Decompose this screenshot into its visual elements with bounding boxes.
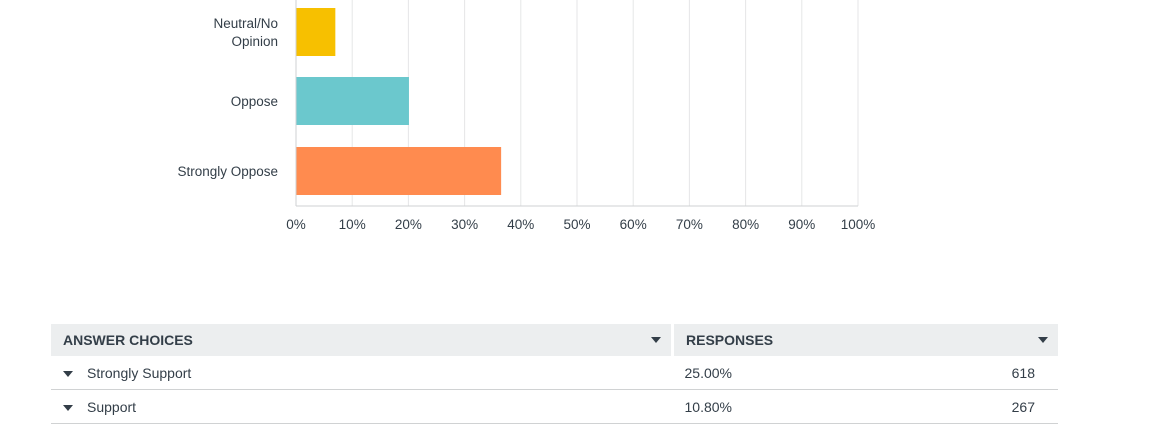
response-count: 618 <box>1011 364 1035 381</box>
sort-arrow-icon[interactable] <box>651 337 661 343</box>
response-percent: 10.80% <box>684 398 732 415</box>
x-tick-label: 80% <box>732 217 759 232</box>
results-table: ANSWER CHOICES RESPONSES Strongly Suppor… <box>51 324 1058 424</box>
bar[interactable] <box>296 147 502 195</box>
category-label: Oppose <box>231 94 278 109</box>
bar-chart: Neutral/No Opinion Oppose Strongly Oppose 0%… <box>177 0 876 232</box>
response-cell: 10.80% 267 <box>672 389 1058 424</box>
x-tick-label: 60% <box>620 217 647 232</box>
table-header-row: ANSWER CHOICES RESPONSES <box>51 324 1058 356</box>
responses-header-label: RESPONSES <box>686 332 774 348</box>
category-label: Opinion <box>231 34 278 49</box>
sort-arrow-icon[interactable] <box>1038 337 1048 343</box>
answer-choice-label: Strongly Support <box>87 364 192 381</box>
table-row: Strongly Support 25.00% 618 <box>51 356 1058 390</box>
response-percent: 25.00% <box>684 364 732 381</box>
response-count: 267 <box>1011 398 1035 415</box>
answer-choices-header-label: ANSWER CHOICES <box>63 332 193 348</box>
expand-caret-icon[interactable] <box>63 370 73 377</box>
x-tick-label: 20% <box>395 217 422 232</box>
answer-choice-cell: Strongly Support <box>51 356 673 390</box>
responses-header[interactable]: RESPONSES <box>672 324 1058 356</box>
category-label: Neutral/No <box>213 16 278 31</box>
x-tick-label: 90% <box>788 217 815 232</box>
category-label: Strongly Oppose <box>177 164 278 179</box>
answer-choice-label: Support <box>87 398 137 415</box>
x-tick-label: 100% <box>841 217 876 232</box>
response-cell: 25.00% 618 <box>672 356 1058 390</box>
answer-choice-cell: Support <box>51 389 673 424</box>
x-tick-label: 30% <box>451 217 478 232</box>
x-tick-label: 50% <box>563 217 590 232</box>
x-tick-label: 10% <box>339 217 366 232</box>
table-row: Support 10.80% 267 <box>51 389 1058 424</box>
expand-caret-icon[interactable] <box>63 404 73 411</box>
x-tick-label: 40% <box>507 217 534 232</box>
bar[interactable] <box>296 8 336 56</box>
answer-choices-header[interactable]: ANSWER CHOICES <box>51 324 674 356</box>
x-tick-label: 0% <box>286 217 306 232</box>
bar[interactable] <box>296 77 409 125</box>
x-tick-label: 70% <box>676 217 703 232</box>
